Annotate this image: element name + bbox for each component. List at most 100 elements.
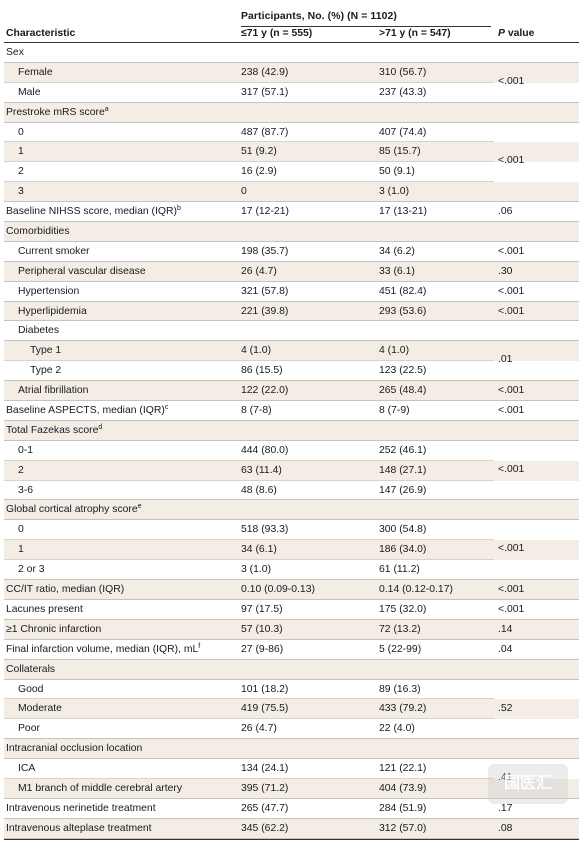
cell-old: 34 (6.2) [379, 245, 415, 257]
cell-young: 317 (57.1) [241, 86, 289, 98]
footnote-marker: a [104, 105, 109, 113]
p-rest: value [504, 28, 535, 39]
cell-p-value: <.001 [498, 385, 525, 397]
cell-old: 50 (9.1) [379, 166, 415, 178]
table-row: Lacunes present 97 (17.5) 175 (32.0) <.001 [4, 600, 579, 620]
cell-young: 34 (6.1) [241, 544, 277, 556]
row-label-text: Intracranial occlusion location [6, 743, 143, 755]
cell-old: 5 (22-99) [379, 643, 422, 655]
row-label-text: Collaterals [6, 663, 56, 675]
table-row: Intravenous alteplase treatment 345 (62.2… [4, 818, 579, 839]
row-divider [4, 320, 579, 322]
row-label-text: Total Fazekas score [6, 424, 99, 436]
row-label: Hyperlipidemia [18, 302, 87, 322]
cell-old: 0.14 (0.12-0.17) [379, 584, 453, 596]
row-divider [4, 459, 494, 461]
row-divider [4, 400, 579, 402]
group-p-value: .52 [498, 702, 513, 714]
cell-p-value: .14 [498, 623, 513, 635]
cell-old: 123 (22.5) [379, 365, 427, 377]
cell-old: 17 (13-21) [379, 206, 427, 218]
row-label: 0-1 [18, 441, 33, 461]
row-label-text: 0 [18, 126, 24, 138]
row-divider [4, 340, 579, 342]
row-label-text: 2 [18, 464, 24, 476]
cell-old: 433 (79.2) [379, 703, 427, 715]
row-label-text: 0 [18, 524, 24, 536]
table-row: Prestroke mRS scorea [4, 102, 579, 123]
cell-old: 404 (73.9) [379, 782, 427, 794]
row-label: Intravenous nerinetide treatment [6, 799, 156, 819]
cell-young: 395 (71.2) [241, 782, 289, 794]
row-label: Type 1 [30, 341, 61, 361]
column-header-old: >71 y (n = 547) [379, 28, 451, 39]
row-label: Sex [6, 43, 24, 63]
cell-old: 252 (46.1) [379, 444, 427, 456]
table-row: Baseline NIHSS score, median (IQR)b 17 (1… [4, 202, 579, 223]
table-row: Hyperlipidemia 221 (39.8) 293 (53.6) <.001 [4, 301, 579, 322]
table-row: 3 0 3 (1.0) [4, 182, 579, 203]
table-row: Sex [4, 43, 579, 63]
row-label-text: Lacunes present [6, 603, 83, 615]
group-p-value: <.001 [498, 155, 525, 167]
cell-young: 122 (22.0) [241, 385, 289, 397]
row-label-text: 1 [18, 146, 24, 158]
row-label: 0 [18, 123, 24, 143]
cell-young: 444 (80.0) [241, 444, 289, 456]
footnote-marker: b [176, 205, 181, 213]
table-row: M1 branch of middle cerebral artery 395 (… [4, 778, 579, 799]
cell-p-value: .06 [498, 206, 513, 218]
row-label-text: Poor [18, 723, 40, 735]
row-divider [4, 300, 579, 302]
table-row: 0 487 (87.7) 407 (74.4) [4, 123, 579, 143]
row-label: Prestroke mRS scorea [6, 103, 109, 123]
row-label-text: 0-1 [18, 444, 34, 456]
row-divider [4, 221, 579, 223]
group-p-value: .01 [498, 354, 513, 366]
row-divider [4, 240, 579, 242]
group-p-value: <.001 [498, 543, 525, 555]
table-row: Atrial fibrillation 122 (22.0) 265 (48.4) <… [4, 381, 579, 402]
span-header-rule [241, 26, 491, 27]
table-row: CC/IT ratio, median (IQR) 0.10 (0.09-0.13… [4, 580, 579, 600]
cell-young: 51 (9.2) [241, 146, 277, 158]
row-divider [4, 201, 579, 203]
participants-span-header: Participants, No. (%) (N = 1102) [241, 11, 397, 22]
row-label: Atrial fibrillation [18, 381, 88, 401]
cell-young: 57 (10.3) [241, 623, 283, 635]
column-header-p-value: P value [498, 28, 534, 39]
cell-p-value: .17 [498, 802, 513, 814]
cell-young: 0.10 (0.09-0.13) [241, 584, 315, 596]
row-label: Intravenous alteplase treatment [6, 819, 152, 839]
cell-old: 121 (22.1) [379, 763, 427, 775]
row-label-text: Global cortical atrophy score [6, 504, 138, 516]
table-body: Sex Female 238 (42.9) 310 (56.7) Male 317 (57… [4, 43, 579, 840]
table-row: 2 or 3 3 (1.0) 61 (11.2) [4, 560, 579, 581]
characteristics-table: Participants, No. (%) (N = 1102) Charact… [4, 4, 579, 840]
row-label-text: Final infarction volume, median (IQR), m… [6, 643, 199, 655]
cell-old: 312 (57.0) [379, 822, 427, 834]
cell-young: 518 (93.3) [241, 524, 289, 536]
cell-old: 8 (7-9) [379, 405, 410, 417]
table-row: Type 2 86 (15.5) 123 (22.5) [4, 361, 579, 382]
cell-old: 451 (82.4) [379, 285, 427, 297]
row-label: Type 2 [30, 361, 61, 381]
row-label-text: ≥1 Chronic infarction [6, 623, 102, 635]
row-label: Diabetes [18, 321, 59, 341]
group-p-value: <.001 [498, 75, 525, 87]
row-divider [4, 260, 579, 262]
row-label-text: ICA [18, 763, 36, 775]
row-label-text: Baseline NIHSS score, median (IQR) [6, 206, 177, 218]
row-label-text: 2 [18, 166, 24, 178]
cell-young: 26 (4.7) [241, 723, 277, 735]
table-row: ≥1 Chronic infarction 57 (10.3) 72 (13.2).… [4, 619, 579, 640]
row-divider [4, 559, 494, 561]
row-label-text: 1 [18, 544, 24, 556]
row-divider [4, 837, 579, 839]
row-label-text: Diabetes [18, 325, 60, 337]
watermark-logo: 国医汇 [488, 764, 568, 804]
table-row: 0 518 (93.3) 300 (54.8) [4, 520, 579, 541]
cell-old: 4 (1.0) [379, 345, 410, 357]
table-row: Current smoker 198 (35.7) 34 (6.2) <.001 [4, 242, 579, 262]
cell-old: 407 (74.4) [379, 126, 427, 138]
